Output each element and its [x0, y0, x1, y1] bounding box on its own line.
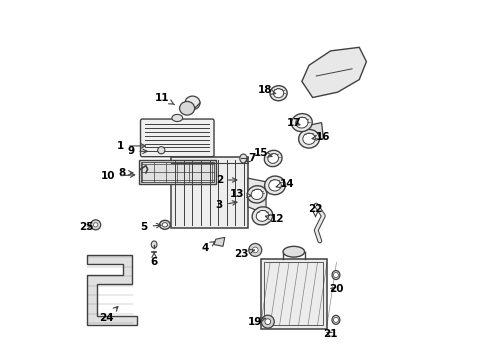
Ellipse shape	[171, 114, 182, 122]
Ellipse shape	[269, 86, 286, 101]
Bar	[139, 160, 215, 184]
Text: 2: 2	[215, 175, 236, 185]
Text: 15: 15	[253, 148, 271, 158]
Ellipse shape	[251, 189, 263, 199]
Text: 23: 23	[234, 248, 254, 258]
Ellipse shape	[291, 114, 312, 132]
Bar	[260, 259, 326, 329]
Ellipse shape	[184, 96, 200, 110]
Text: 22: 22	[307, 204, 322, 217]
Polygon shape	[86, 255, 137, 325]
Ellipse shape	[162, 223, 167, 227]
Text: 25: 25	[79, 222, 93, 231]
Polygon shape	[247, 178, 265, 214]
Circle shape	[264, 319, 270, 324]
Ellipse shape	[267, 154, 278, 163]
Text: 16: 16	[311, 132, 330, 142]
Ellipse shape	[264, 176, 285, 195]
Text: 14: 14	[276, 179, 294, 189]
Circle shape	[90, 220, 101, 230]
Ellipse shape	[151, 241, 157, 248]
Text: 11: 11	[155, 93, 174, 105]
Circle shape	[158, 147, 164, 154]
Text: 13: 13	[230, 189, 251, 199]
Ellipse shape	[295, 117, 307, 128]
Bar	[264, 262, 323, 325]
Ellipse shape	[252, 207, 272, 225]
Circle shape	[252, 247, 258, 253]
Circle shape	[333, 273, 338, 278]
Text: 4: 4	[201, 242, 214, 253]
Circle shape	[93, 223, 98, 227]
Polygon shape	[214, 237, 224, 246]
Text: 3: 3	[215, 200, 237, 210]
Text: 20: 20	[328, 284, 343, 294]
Text: 7: 7	[244, 153, 255, 163]
Text: 21: 21	[323, 329, 337, 339]
Ellipse shape	[302, 133, 315, 144]
Text: 6: 6	[150, 252, 158, 267]
Text: 17: 17	[286, 118, 301, 128]
Polygon shape	[303, 123, 323, 142]
Text: 9: 9	[127, 146, 147, 156]
Ellipse shape	[268, 180, 281, 191]
FancyBboxPatch shape	[140, 119, 214, 157]
Ellipse shape	[331, 315, 339, 324]
Text: 18: 18	[258, 85, 275, 95]
Text: 5: 5	[140, 222, 161, 231]
Bar	[140, 162, 214, 182]
Text: 12: 12	[265, 215, 284, 224]
Text: 10: 10	[101, 171, 134, 181]
Ellipse shape	[273, 89, 283, 98]
Text: 8: 8	[118, 168, 133, 178]
Ellipse shape	[298, 130, 319, 148]
Ellipse shape	[256, 211, 268, 221]
Ellipse shape	[159, 220, 170, 229]
Text: 19: 19	[247, 317, 265, 327]
Ellipse shape	[283, 246, 304, 257]
Text: 24: 24	[99, 307, 118, 323]
Bar	[171, 157, 247, 228]
Polygon shape	[301, 47, 366, 98]
Circle shape	[261, 315, 274, 328]
Ellipse shape	[264, 150, 282, 167]
Text: 1: 1	[117, 141, 145, 151]
Circle shape	[333, 318, 338, 322]
Circle shape	[248, 243, 261, 256]
Ellipse shape	[331, 271, 339, 279]
Ellipse shape	[239, 154, 246, 163]
Ellipse shape	[247, 186, 266, 203]
Ellipse shape	[179, 102, 194, 115]
